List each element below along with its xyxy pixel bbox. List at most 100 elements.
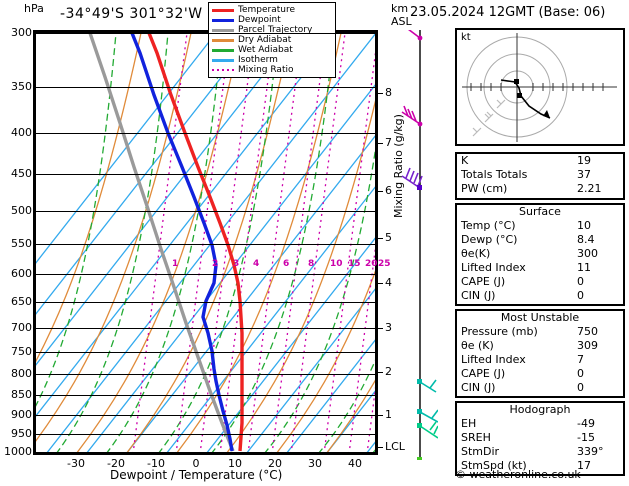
hodograph-row: StmDir 339° xyxy=(457,445,623,459)
hodograph-unit-label: kt xyxy=(461,32,471,43)
most-unstable-key: CAPE (J) xyxy=(461,367,506,380)
wind-barb xyxy=(417,379,437,393)
most-unstable-key: Lifted Index xyxy=(461,353,526,366)
km-unit-label: km xyxy=(391,2,409,15)
skewt-canvas xyxy=(36,33,375,452)
pressure-tick-label: 750 xyxy=(11,345,32,358)
wind-barb xyxy=(417,421,438,439)
km-tick-label: 6 xyxy=(385,184,392,197)
most-unstable-value: 0 xyxy=(577,367,584,380)
legend-label: Dewpoint xyxy=(238,15,281,25)
pressure-tick-label: 450 xyxy=(11,167,32,180)
surface-value: 11 xyxy=(577,261,591,274)
legend-label: Dry Adiabat xyxy=(238,35,292,45)
dry-adiabat-lines xyxy=(36,33,375,452)
hodograph-value: 17 xyxy=(577,459,591,472)
hodograph-key: StmSpd (kt) xyxy=(461,459,527,472)
index-row: PW (cm) 2.21 xyxy=(457,182,623,196)
surface-key: Temp (°C) xyxy=(461,219,516,232)
hodograph-value: 339° xyxy=(577,445,604,458)
hodograph-key: StmDir xyxy=(461,445,500,458)
hodograph-heading: Hodograph xyxy=(509,403,571,416)
hodograph-value: -49 xyxy=(577,417,595,430)
hodograph-row: EH -49 xyxy=(457,417,623,431)
legend: Temperature Dewpoint Parcel Trajectory D… xyxy=(208,2,336,78)
most-unstable-heading: Most Unstable xyxy=(500,311,580,324)
surface-row: CAPE (J) 0 xyxy=(457,275,623,289)
pressure-tick-label: 350 xyxy=(11,80,32,93)
index-row: K 19 xyxy=(457,154,623,168)
legend-label: Temperature xyxy=(238,5,296,15)
surface-heading: Surface xyxy=(519,205,561,218)
legend-item-parcel-trajectory: Parcel Trajectory xyxy=(212,25,332,35)
pressure-tick-label: 700 xyxy=(11,321,32,334)
mixing-ratio-label: 25 xyxy=(378,259,391,269)
surface-row: Dewp (°C) 8.4 xyxy=(457,233,623,247)
index-value: 37 xyxy=(577,168,591,181)
km-tick-label: 2 xyxy=(385,365,392,378)
indices-panel: K 19 Totals Totals 37 PW (cm) 2.21 xyxy=(455,152,625,200)
most-unstable-row: θe (K) 309 xyxy=(457,339,623,353)
pressure-tick-label: 950 xyxy=(11,427,32,440)
surface-value: 300 xyxy=(577,247,598,260)
skewt-svg xyxy=(36,33,375,452)
most-unstable-row: CAPE (J) 0 xyxy=(457,367,623,381)
legend-label: Wet Adiabat xyxy=(238,45,293,55)
surface-panel: Surface Temp (°C) 10 Dewp (°C) 8.4 θe(K)… xyxy=(455,203,625,306)
wind-barb xyxy=(401,105,423,127)
index-row: Totals Totals 37 xyxy=(457,168,623,182)
most-unstable-value: 7 xyxy=(577,353,584,366)
km-tick-label: 4 xyxy=(385,276,392,289)
wind-barb-column xyxy=(401,30,438,460)
legend-swatch xyxy=(212,28,234,32)
wet-adiabat-lines xyxy=(36,33,375,452)
surface-row: Temp (°C) 10 xyxy=(457,219,623,233)
wind-barb xyxy=(417,409,438,423)
surface-value: 0 xyxy=(577,289,584,302)
most-unstable-key: Pressure (mb) xyxy=(461,325,538,338)
hodograph-trace xyxy=(500,79,551,119)
km-tick-label: 5 xyxy=(385,231,392,244)
index-value: 19 xyxy=(577,154,591,167)
legend-item-mixing-ratio: Mixing Ratio xyxy=(212,65,332,75)
most-unstable-key: CIN (J) xyxy=(461,381,496,394)
legend-swatch xyxy=(212,69,234,71)
x-tick-label: 40 xyxy=(348,457,362,470)
index-key: Totals Totals xyxy=(461,168,528,181)
surface-value: 0 xyxy=(577,275,584,288)
most-unstable-row: Lifted Index 7 xyxy=(457,353,623,367)
hodograph-value: -15 xyxy=(577,431,595,444)
skewt-diagram xyxy=(33,30,378,455)
hodograph-axes xyxy=(462,33,617,142)
forecast-datetime: 23.05.2024 12GMT (Base: 06) xyxy=(410,5,606,20)
most-unstable-row: CIN (J) 0 xyxy=(457,381,623,395)
wind-barb xyxy=(401,167,423,190)
pressure-unit-label: hPa xyxy=(24,2,44,15)
km-tick-label: 3 xyxy=(385,321,392,334)
legend-label: Isotherm xyxy=(238,55,278,65)
mixing-ratio-lines xyxy=(132,33,375,452)
legend-item-dewpoint: Dewpoint xyxy=(212,15,332,25)
legend-swatch xyxy=(212,8,234,12)
km-tick-label: 8 xyxy=(385,86,392,99)
pressure-tick-label: 650 xyxy=(11,295,32,308)
legend-swatch xyxy=(212,18,234,22)
surface-key: CAPE (J) xyxy=(461,275,506,288)
legend-label: Parcel Trajectory xyxy=(238,25,313,35)
legend-item-dry-adiabat: Dry Adiabat xyxy=(212,35,332,45)
most-unstable-value: 0 xyxy=(577,381,584,394)
x-tick-label: 30 xyxy=(308,457,322,470)
pressure-tick-label: 300 xyxy=(11,26,32,39)
legend-swatch xyxy=(212,38,234,42)
hodograph-row: SREH -15 xyxy=(457,431,623,445)
pressure-tick-label: 900 xyxy=(11,408,32,421)
legend-item-temperature: Temperature xyxy=(212,5,332,15)
legend-swatch xyxy=(212,58,234,62)
hodograph-plot xyxy=(462,33,617,142)
hodograph-key: EH xyxy=(461,417,477,430)
surface-value: 10 xyxy=(577,219,591,232)
pressure-tick-label: 1000 xyxy=(4,445,32,458)
index-key: PW (cm) xyxy=(461,182,508,195)
hodograph-panel: kt xyxy=(455,28,625,146)
surface-row: θe(K) 300 xyxy=(457,247,623,261)
